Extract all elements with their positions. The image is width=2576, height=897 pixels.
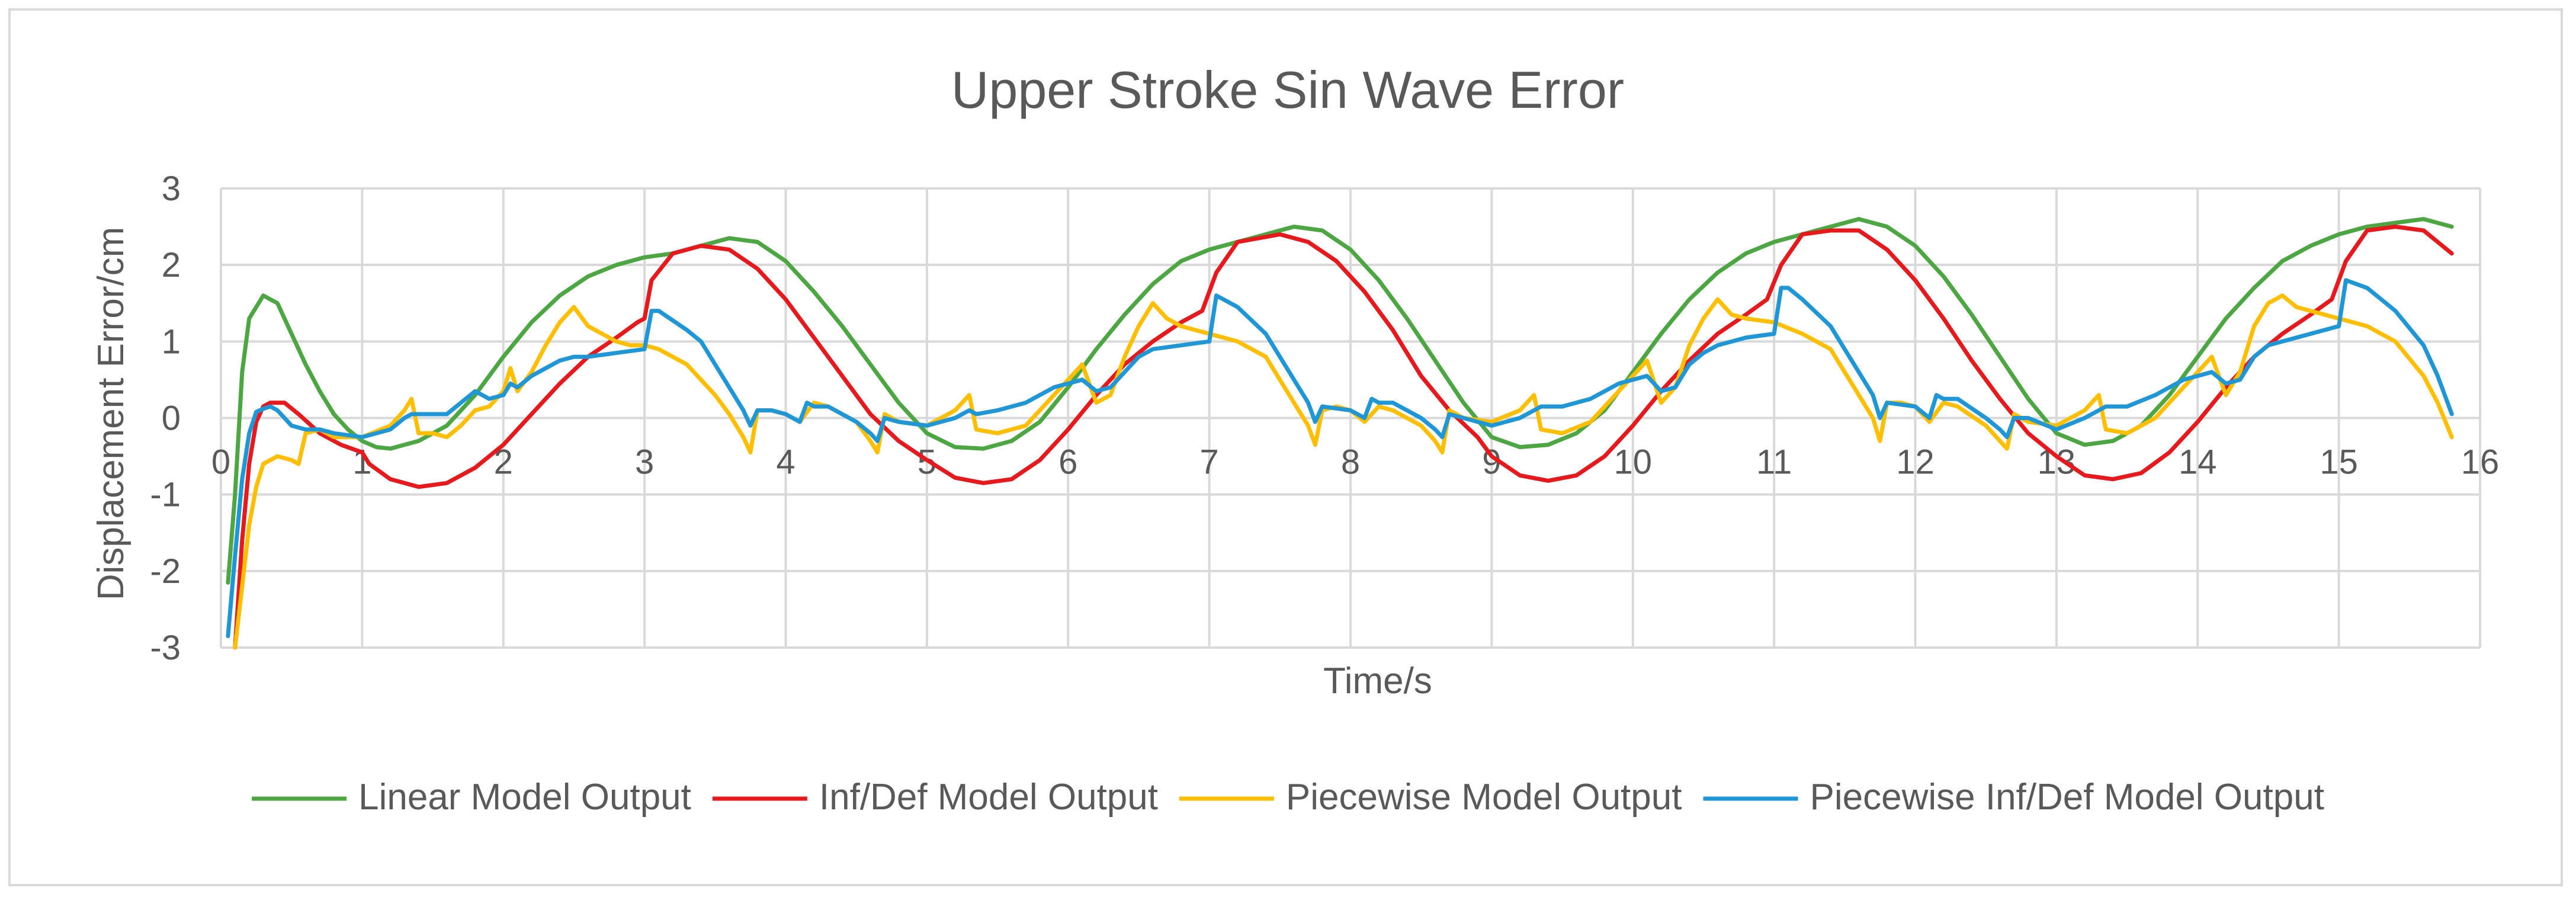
y-tick-label: -2 [150, 552, 181, 591]
legend-label: Inf/Def Model Output [819, 777, 1158, 818]
x-tick-label: 7 [1199, 443, 1218, 482]
legend-item-1: Linear Model Output [252, 777, 691, 818]
x-tick-label: 12 [1896, 443, 1935, 482]
y-tick-label: -3 [150, 629, 181, 667]
legend: Linear Model Output Inf/Def Model Output P… [252, 777, 2324, 818]
y-tick-label: 2 [162, 246, 181, 284]
x-tick-label: 15 [2320, 443, 2358, 482]
series-line-1 [226, 217, 2454, 585]
y-axis-title: Displacement Error/cm [91, 227, 131, 600]
chart-frame [8, 8, 2563, 886]
series-line-4 [226, 278, 2454, 639]
x-tick-label: 0 [211, 443, 230, 482]
x-tick-label: 6 [1058, 443, 1077, 482]
y-tick-label: 1 [162, 322, 181, 361]
x-tick-label: 8 [1341, 443, 1360, 482]
legend-item-2: Inf/Def Model Output [712, 777, 1158, 818]
legend-label: Piecewise Model Output [1286, 777, 1682, 818]
x-axis-title: Time/s [1323, 661, 1432, 701]
y-tick-label: 3 [162, 169, 181, 208]
x-tick-label: 3 [635, 443, 654, 482]
x-tick-label: 11 [1756, 443, 1792, 482]
legend-label: Linear Model Output [358, 777, 691, 818]
chart-title: Upper Stroke Sin Wave Error [951, 60, 1624, 119]
x-tick-label: 13 [2038, 443, 2076, 482]
series-group [226, 217, 2454, 650]
legend-label: Piecewise Inf/Def Model Output [1810, 777, 2324, 818]
y-tick-labels: -3 -2 -1 0 1 2 3 [150, 169, 181, 667]
x-tick-label: 16 [2461, 443, 2500, 482]
y-tick-label: -1 [150, 476, 181, 514]
x-tick-label: 10 [1613, 443, 1652, 482]
series-line-2 [233, 225, 2454, 650]
x-tick-label: 14 [2179, 443, 2217, 482]
legend-item-4: Piecewise Inf/Def Model Output [1703, 777, 2324, 818]
grid [220, 187, 2481, 649]
y-tick-label: 0 [162, 399, 181, 438]
legend-item-3: Piecewise Model Output [1179, 777, 1682, 818]
x-tick-label: 4 [776, 443, 795, 482]
